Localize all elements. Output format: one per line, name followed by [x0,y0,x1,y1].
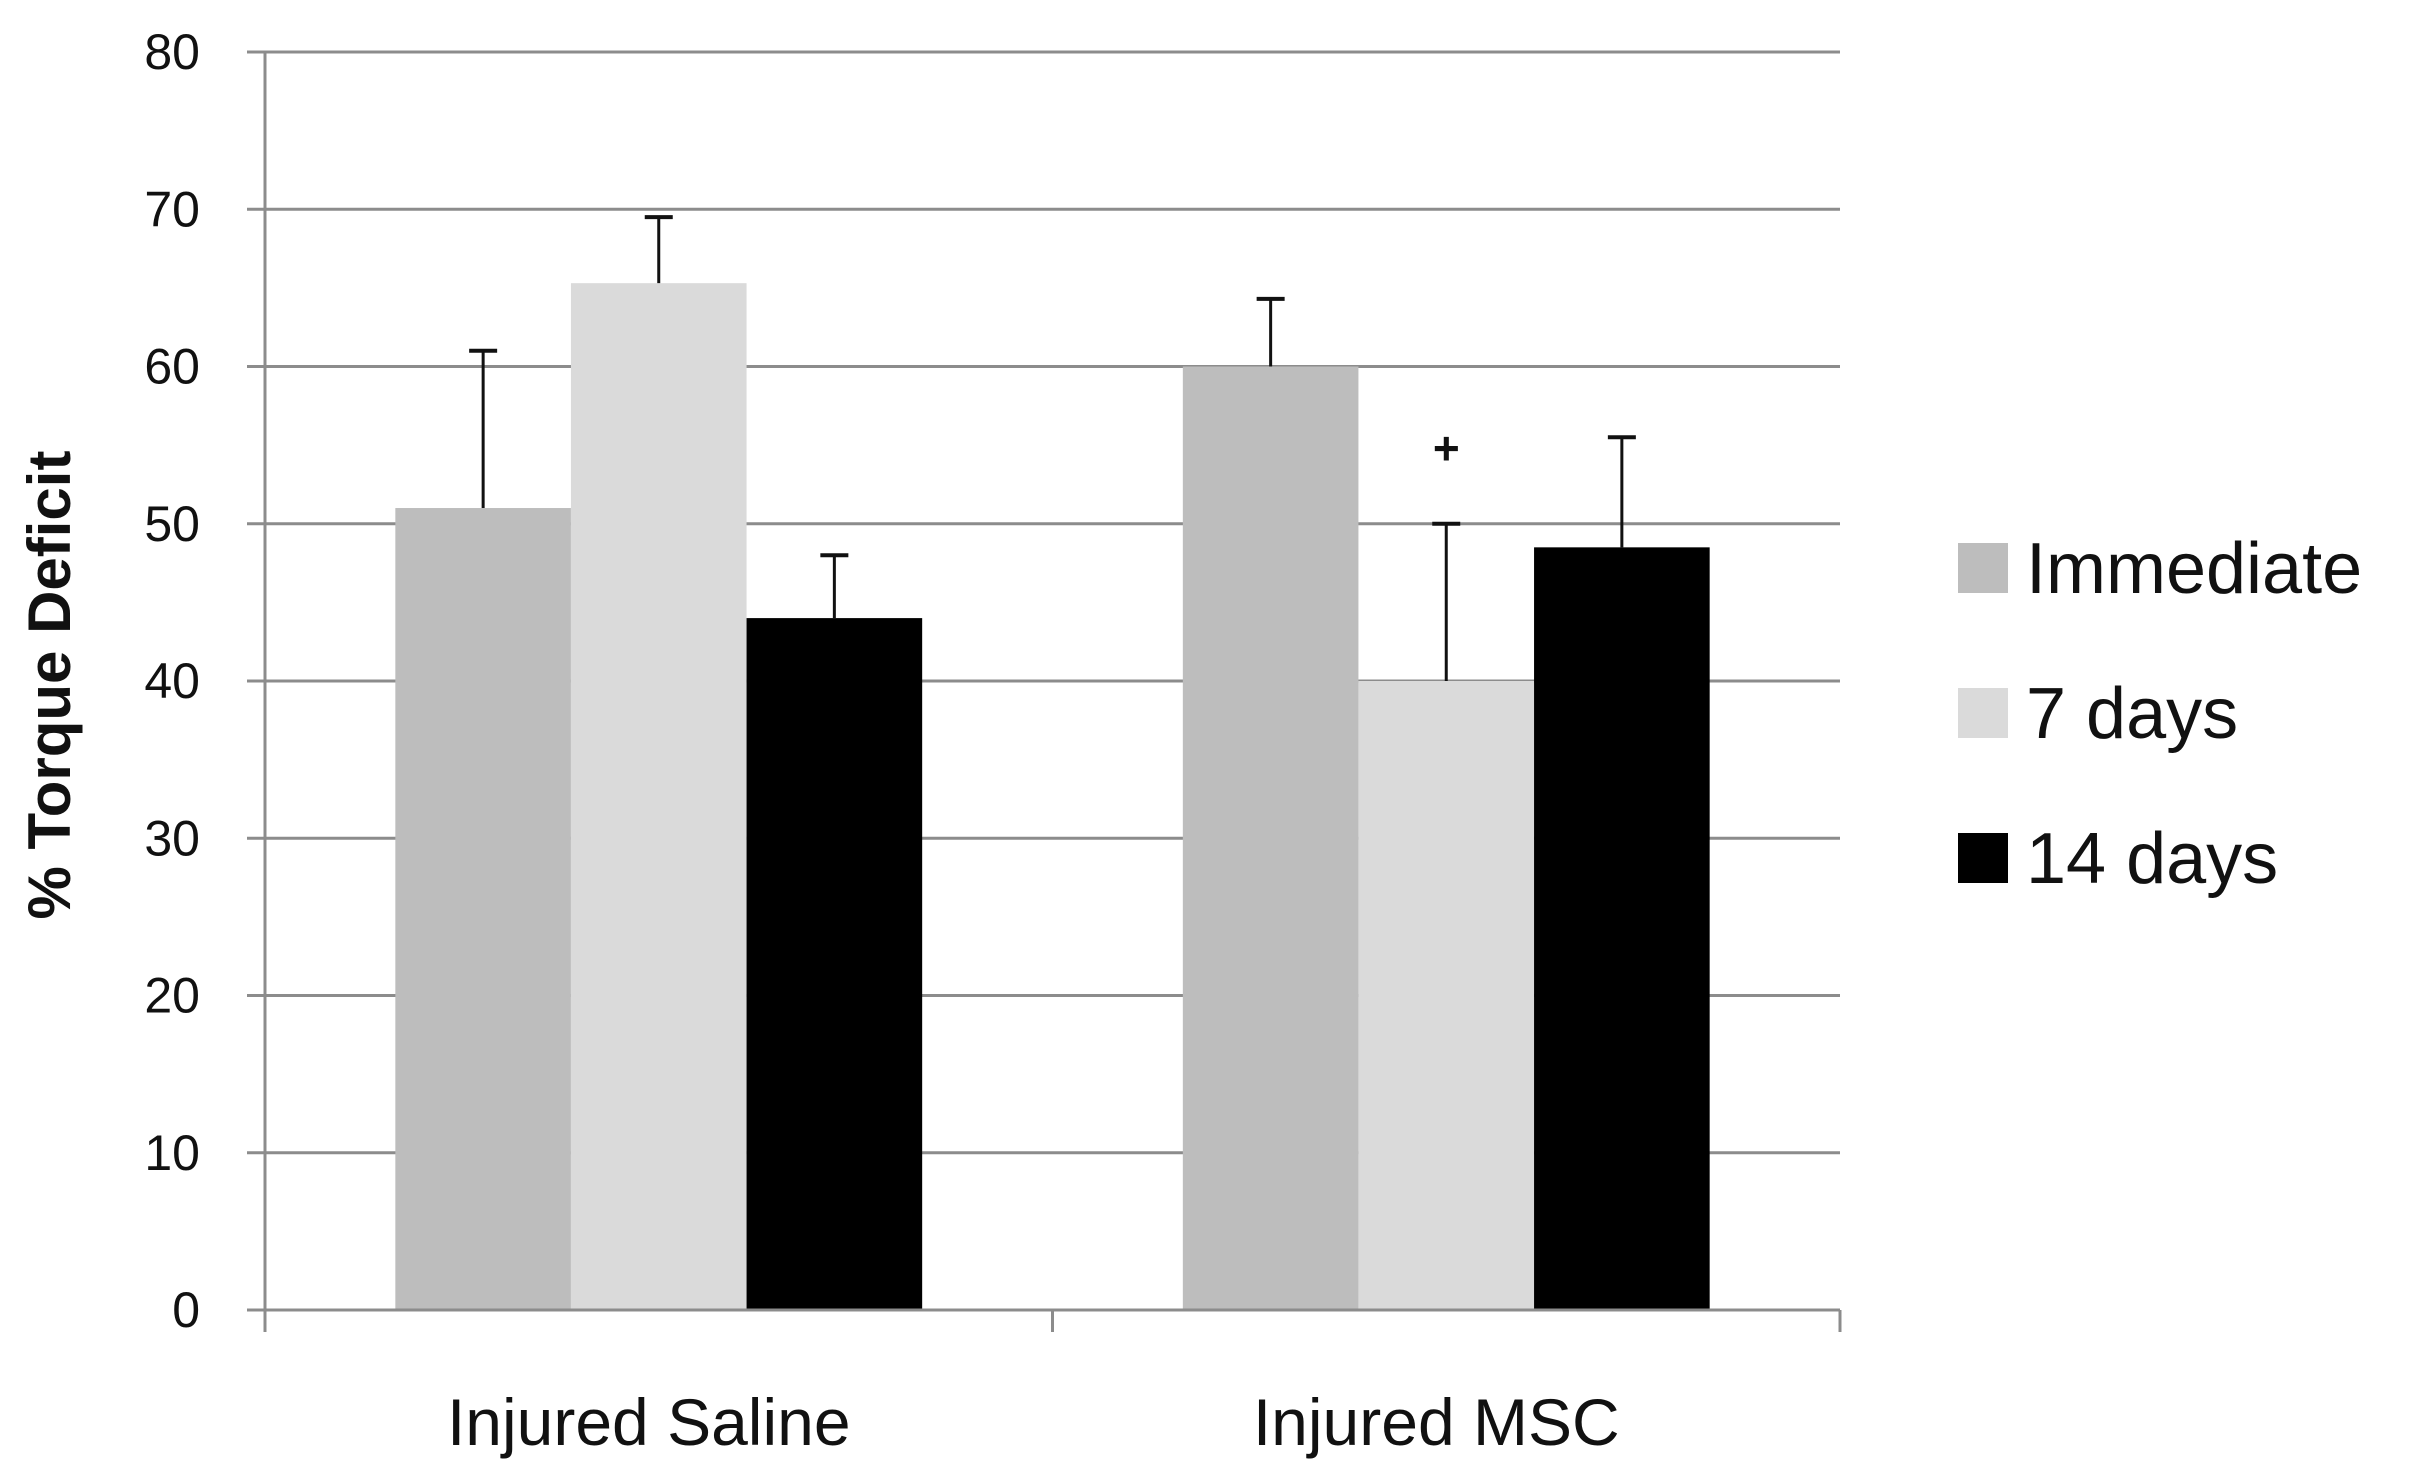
y-tick-label: 70 [144,181,200,237]
x-category-label: Injured Saline [447,1385,851,1459]
legend-swatch [1958,688,2008,738]
bar-immediate [1182,366,1359,1310]
legend-swatch [1958,543,2008,593]
bar-immediate [395,508,571,1310]
y-tick-label: 60 [144,339,200,395]
y-tick-label: 50 [144,496,200,552]
bar-14-days [746,618,923,1310]
legend-label: 7 days [2026,674,2238,754]
bar-14-days [1534,547,1710,1310]
legend-swatch [1958,833,2008,883]
bar-7-days [570,283,747,1311]
x-category-label: Injured MSC [1253,1385,1620,1459]
y-tick-label: 30 [144,810,200,866]
legend-label: 14 days [2026,819,2278,899]
y-axis-title: % Torque Deficit [16,451,83,920]
y-tick-label: 0 [172,1282,200,1338]
legend-label: Immediate [2026,529,2362,609]
bars [395,215,1710,1311]
axes [247,50,1842,1332]
bar-7-days [1358,681,1535,1310]
y-tick-label: 20 [144,968,200,1024]
significance-marker: + [1433,422,1460,474]
y-tick-label: 40 [144,653,200,709]
legend: Immediate 7 days 14 days [1958,529,2362,899]
labels: 0 10 20 30 40 50 60 70 80 Injured Saline Injured M… [144,24,1619,1459]
y-tick-label: 10 [144,1125,200,1181]
y-tick-label: 80 [144,24,200,80]
